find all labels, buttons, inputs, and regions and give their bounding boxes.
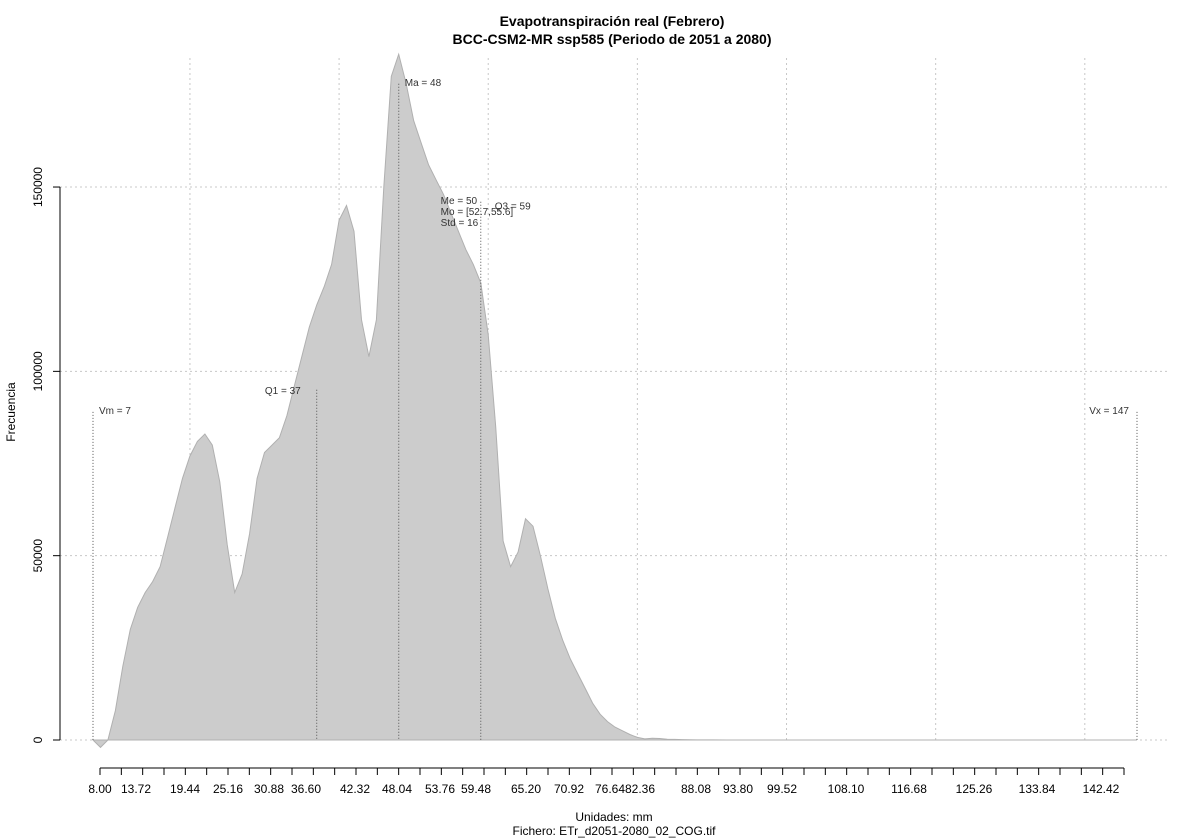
x-tick-label: 125.26 <box>956 782 993 796</box>
x-tick-label: 13.72 <box>121 782 151 796</box>
annotation-label: Std = 16 <box>441 218 479 229</box>
x-tick-label: 30.88 <box>254 782 284 796</box>
y-tick-label: 0 <box>31 736 45 743</box>
x-tick-label: 59.48 <box>461 782 491 796</box>
x-tick-label: 36.60 <box>291 782 321 796</box>
x-tick-label: 116.68 <box>891 782 927 796</box>
x-axis: 8.00 13.72 19.44 25.16 30.88 36.60 42.32 48.04 5… <box>88 767 1125 796</box>
annotation-label: Vm = 7 <box>99 406 131 417</box>
x-axis-label: Unidades: mm <box>575 810 652 824</box>
area-series <box>91 52 1137 749</box>
annotation-label: Ma = 48 <box>405 78 442 89</box>
annotation-label: Mo = [52.7,55.6] <box>441 207 514 218</box>
x-tick-label: 53.76 <box>425 782 455 796</box>
y-axis: 0 50000 100000 150000 <box>31 167 61 743</box>
annotation-label: Vx = 147 <box>1089 406 1129 417</box>
y-tick-label: 100000 <box>31 351 45 391</box>
x-tick-label: 82.36 <box>625 782 655 796</box>
annotation-label: Q3 = 59 <box>495 201 531 212</box>
x-tick-label: 142.42 <box>1083 782 1120 796</box>
x-tick-label: 48.04 <box>382 782 412 796</box>
x-tick-label: 76.64 <box>595 782 625 796</box>
chart-title: Evapotranspiración real (Febrero) <box>500 13 725 29</box>
x-tick-label: 70.92 <box>554 782 584 796</box>
x-tick-label: 8.00 <box>88 782 112 796</box>
x-tick-label: 99.52 <box>767 782 797 796</box>
annotation-label: Q1 = 37 <box>265 386 301 397</box>
y-tick-label: 50000 <box>31 539 45 573</box>
chart-caption: Fichero: ETr_d2051-2080_02_COG.tif <box>513 824 717 838</box>
x-tick-label: 19.44 <box>170 782 200 796</box>
y-tick-label: 150000 <box>31 167 45 207</box>
x-tick-label: 93.80 <box>723 782 753 796</box>
x-tick-label: 25.16 <box>213 782 243 796</box>
x-tick-label: 108.10 <box>828 782 865 796</box>
y-axis-label: Frecuencia <box>4 382 18 442</box>
annotation-label: Me = 50 <box>441 196 478 207</box>
x-tick-label: 65.20 <box>511 782 541 796</box>
x-tick-label: 133.84 <box>1019 782 1056 796</box>
x-tick-label: 88.08 <box>681 782 711 796</box>
x-tick-label: 42.32 <box>340 782 370 796</box>
chart-subtitle: BCC-CSM2-MR ssp585 (Periodo de 2051 a 20… <box>453 31 772 47</box>
